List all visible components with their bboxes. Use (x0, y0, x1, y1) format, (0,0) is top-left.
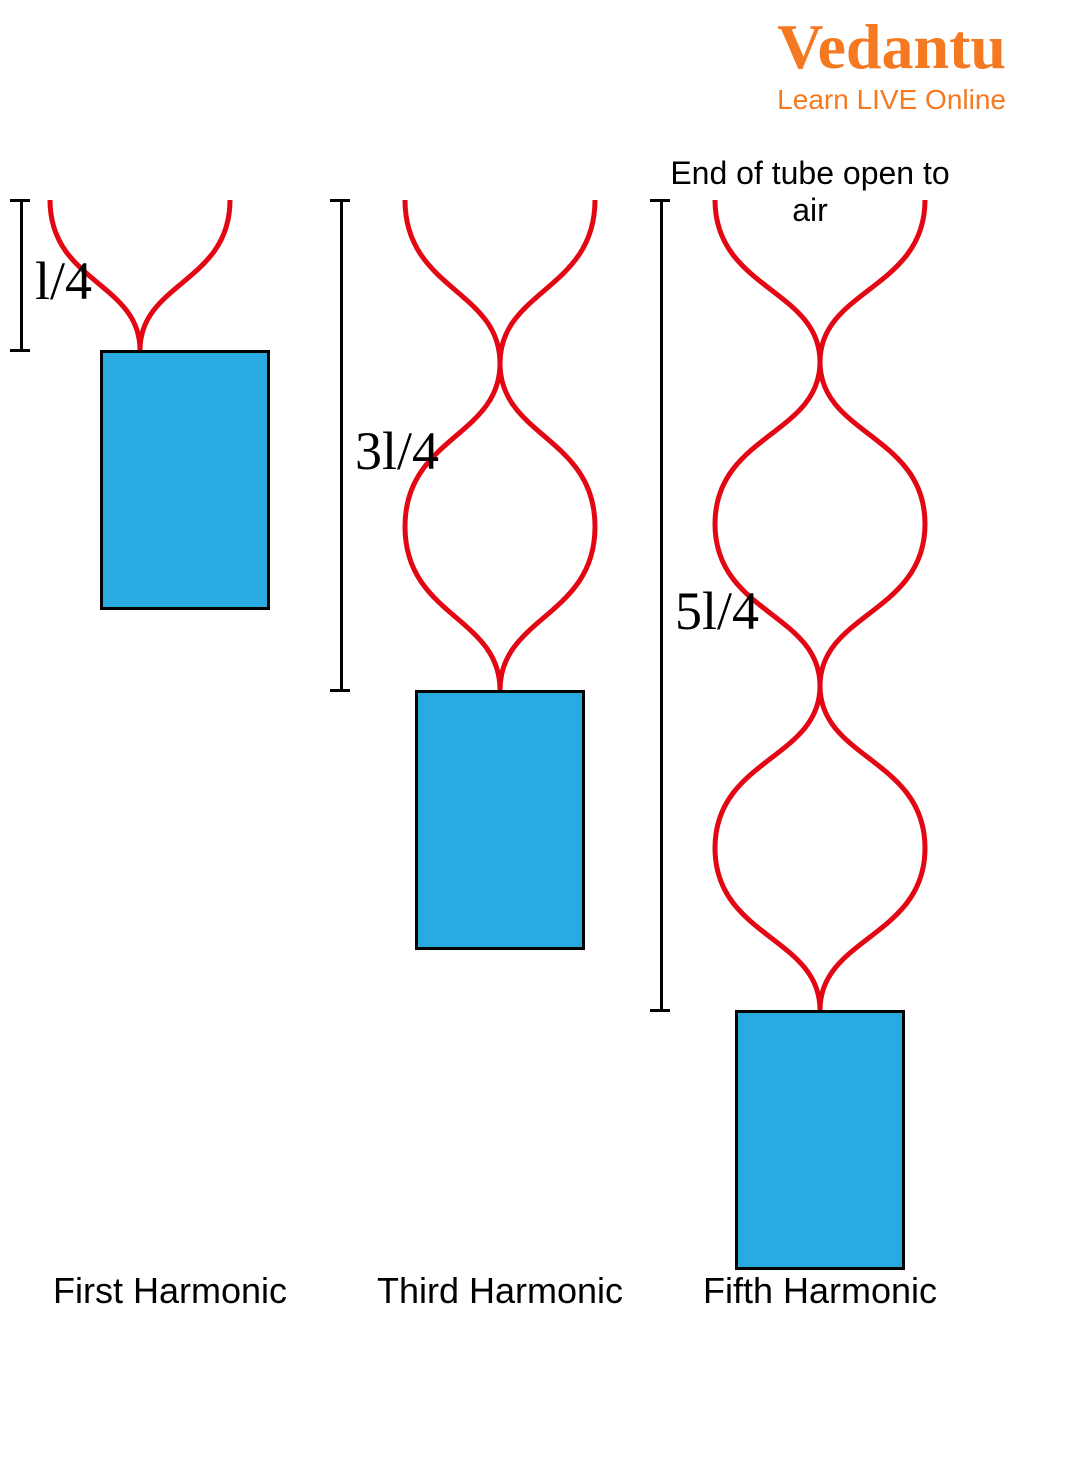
third-measure-tick (330, 199, 350, 202)
third-length-label: 3l/4 (355, 420, 439, 482)
third-measure-tick (330, 689, 350, 692)
first-harmonic-label: First Harmonic (30, 1270, 310, 1312)
fifth-harmonic-label: Fifth Harmonic (680, 1270, 960, 1312)
third-harmonic-label: Third Harmonic (360, 1270, 640, 1312)
first-length-label: l/4 (35, 250, 92, 312)
first-measure-tick (10, 199, 30, 202)
fifth-measure-tick (650, 1009, 670, 1012)
third-harmonic-block (415, 690, 585, 950)
first-harmonic-wave (140, 200, 230, 350)
fifth-top-label: End of tube open to air (650, 155, 970, 229)
fifth-harmonic-block (735, 1010, 905, 1270)
first-measure-line (20, 200, 23, 350)
fifth-length-label: 5l/4 (675, 580, 759, 642)
fifth-measure-line (660, 200, 663, 1010)
third-measure-line (340, 200, 343, 690)
first-harmonic-block (100, 350, 270, 610)
first-measure-tick (10, 349, 30, 352)
